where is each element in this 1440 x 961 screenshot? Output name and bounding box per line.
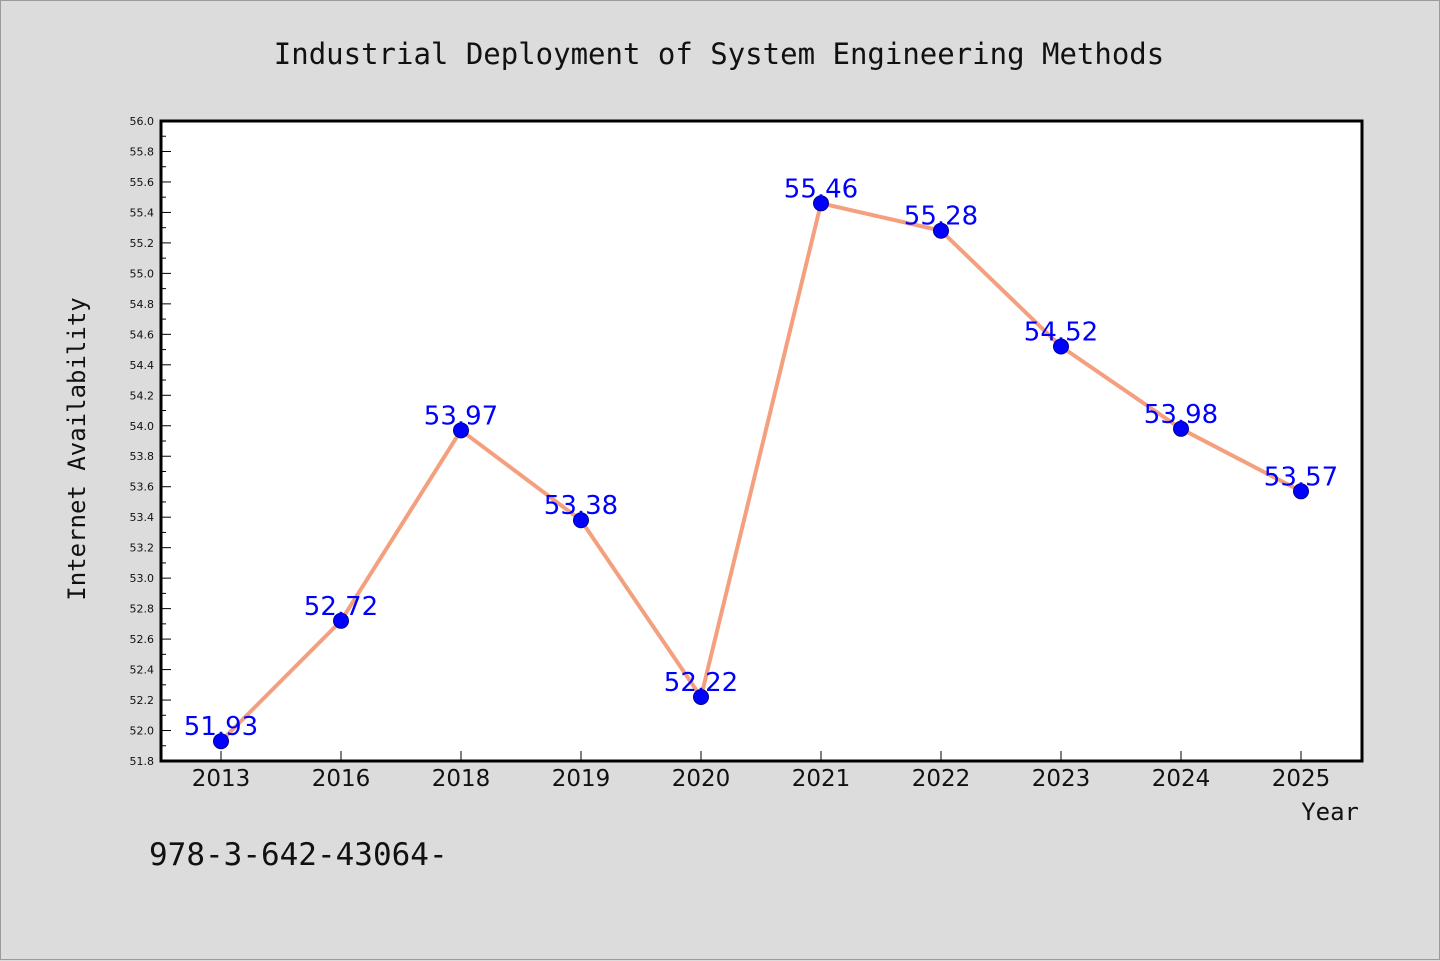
y-tick-label: 52.6 [130, 633, 155, 646]
y-tick-label: 51.8 [130, 755, 155, 768]
data-point [213, 733, 229, 750]
y-tick-label: 52.2 [130, 694, 155, 707]
data-point [1173, 420, 1189, 437]
y-axis-title: Internet Availability [63, 297, 91, 600]
x-tick-label: 2019 [552, 766, 611, 792]
y-tick-label: 53.0 [130, 572, 155, 585]
x-tick-label: 2016 [312, 766, 371, 792]
data-label: 53.38 [544, 491, 618, 521]
data-label: 51.93 [184, 712, 258, 742]
data-label: 55.28 [904, 202, 978, 232]
x-axis-title: Year [1301, 798, 1359, 826]
data-label: 53.98 [1144, 400, 1218, 430]
y-tick-label: 55.2 [130, 237, 155, 250]
y-tick-label: 54.8 [130, 298, 155, 311]
data-point [813, 195, 829, 212]
y-axis: 51.8 52.0 52.2 52.4 52.6 52.8 53.0 53.2 53.4 53.6… [130, 115, 171, 768]
data-point [573, 512, 589, 529]
data-point [1053, 338, 1069, 355]
data-label: 52.72 [304, 592, 378, 622]
chart-title: Industrial Deployment of System Engineer… [274, 37, 1164, 71]
y-tick-label: 53.8 [130, 450, 155, 463]
data-point [933, 222, 949, 239]
data-point [1293, 483, 1309, 500]
x-tick-label: 2018 [432, 766, 491, 792]
x-axis: 2013 2016 2018 2019 2020 2021 2022 2023 2024 2025 [192, 751, 1331, 792]
x-tick-label: 2013 [192, 766, 251, 792]
x-tick-label: 2023 [1032, 766, 1091, 792]
y-tick-label: 55.4 [130, 206, 155, 219]
y-tick-label: 53.6 [130, 481, 155, 494]
data-point [453, 422, 469, 439]
footer-text: 978-3-642-43064- [149, 837, 448, 873]
data-label: 54.52 [1024, 318, 1098, 348]
series-layer: 51.93 52.72 53.97 53.38 52.22 55.46 55.28 54.52… [184, 174, 1338, 750]
y-tick-label: 54.6 [130, 328, 155, 341]
y-tick-label: 53.4 [130, 511, 155, 524]
y-tick-label: 53.2 [130, 542, 155, 555]
x-tick-label: 2021 [792, 766, 851, 792]
series-line [219, 201, 1303, 744]
y-tick-label: 55.6 [130, 176, 155, 189]
x-tick-label: 2022 [912, 766, 971, 792]
y-tick-label: 56.0 [130, 115, 155, 128]
y-tick-label: 52.4 [130, 664, 155, 677]
x-tick-label: 2020 [672, 766, 731, 792]
data-label: 53.97 [424, 401, 498, 431]
x-tick-label: 2024 [1152, 766, 1211, 792]
y-tick-label: 55.8 [130, 145, 155, 158]
y-tick-label: 54.4 [130, 359, 155, 372]
data-label: 55.46 [784, 174, 858, 204]
y-tick-label: 54.2 [130, 389, 155, 402]
data-label: 52.22 [664, 668, 738, 698]
data-label: 53.57 [1264, 462, 1338, 492]
y-tick-label: 52.8 [130, 603, 155, 616]
y-tick-label: 52.0 [130, 725, 155, 738]
y-tick-label: 54.0 [130, 420, 155, 433]
y-tick-label: 55.0 [130, 267, 155, 280]
x-tick-label: 2025 [1272, 766, 1331, 792]
data-point [693, 689, 709, 705]
data-point [333, 612, 349, 629]
